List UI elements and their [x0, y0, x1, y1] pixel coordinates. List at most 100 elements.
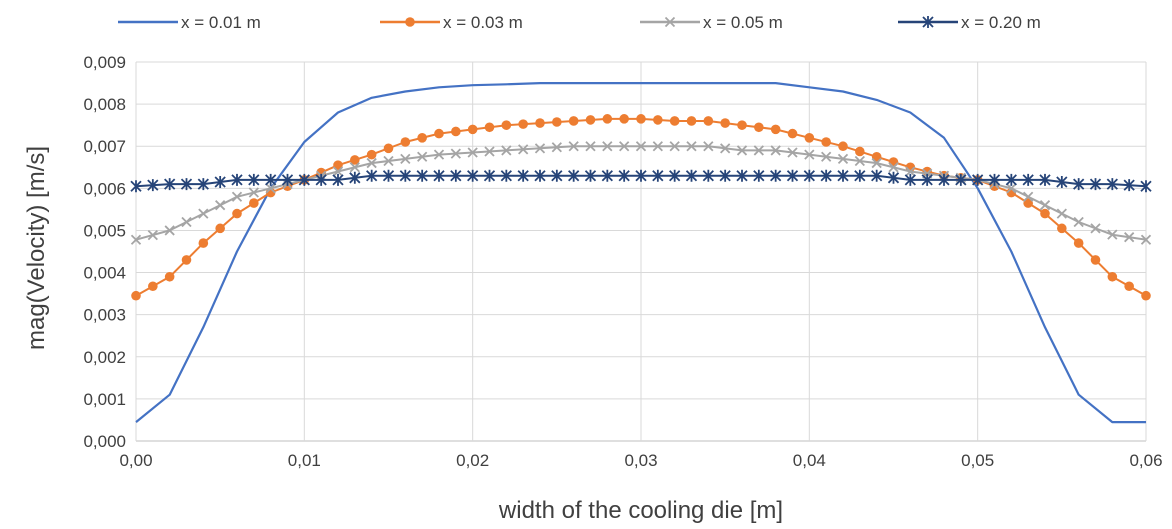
data-point	[854, 155, 865, 167]
data-point	[534, 143, 546, 154]
data-point	[568, 169, 580, 182]
data-point	[215, 223, 225, 234]
data-point	[349, 171, 361, 184]
y-tick-label: 0,009	[83, 53, 126, 72]
data-point	[804, 149, 815, 160]
data-point	[887, 171, 900, 184]
data-point	[232, 208, 242, 219]
legend: x = 0.01 m x = 0.03 m x = 0.05 m x = 0.20 m	[118, 13, 1041, 32]
data-point	[484, 146, 495, 157]
data-point	[231, 191, 243, 202]
data-point	[838, 141, 848, 152]
data-point	[400, 137, 411, 147]
data-point	[703, 141, 714, 152]
data-point	[349, 162, 360, 173]
data-point	[904, 173, 916, 186]
data-point	[517, 169, 529, 182]
legend-label: x = 0.20 m	[961, 13, 1041, 32]
data-point	[652, 141, 663, 152]
data-point	[551, 169, 563, 182]
data-point	[248, 173, 260, 186]
data-point	[1056, 176, 1068, 189]
series-4	[130, 169, 1152, 193]
y-tick-label: 0,006	[83, 179, 126, 198]
data-point	[618, 169, 630, 182]
y-tick-label: 0,003	[83, 306, 126, 325]
data-point	[820, 169, 832, 182]
data-point	[821, 137, 831, 147]
data-point	[753, 145, 764, 156]
data-point	[837, 169, 849, 182]
data-point	[130, 180, 142, 193]
legend-marker	[922, 16, 934, 28]
y-tick-label: 0,001	[83, 390, 126, 409]
data-point	[483, 169, 496, 182]
data-point	[669, 169, 681, 182]
data-point	[568, 116, 579, 126]
data-point	[736, 145, 748, 156]
data-point	[198, 238, 209, 248]
data-point	[1124, 232, 1135, 243]
data-point	[685, 169, 698, 182]
x-tick-label: 0,04	[793, 451, 826, 470]
data-point	[315, 173, 327, 186]
legend-item: x = 0.01 m	[118, 13, 261, 32]
series-layer	[130, 81, 1152, 424]
data-point	[1124, 281, 1134, 292]
data-point	[332, 173, 344, 186]
data-point	[1005, 173, 1017, 186]
data-point	[1073, 216, 1084, 228]
data-point	[871, 169, 883, 182]
data-point	[383, 155, 394, 167]
data-point	[248, 187, 259, 198]
data-point	[501, 120, 512, 130]
data-point	[198, 208, 209, 219]
data-point	[669, 116, 680, 126]
data-point	[1141, 290, 1151, 301]
data-point	[281, 173, 294, 186]
data-point	[568, 141, 579, 152]
data-point	[350, 155, 360, 165]
data-point	[197, 178, 209, 191]
data-point	[147, 179, 159, 192]
data-point	[854, 169, 866, 182]
data-point	[451, 126, 461, 137]
data-point	[433, 169, 445, 182]
data-point	[215, 200, 226, 211]
data-point	[131, 290, 141, 301]
y-axis-ticks: 0,000 0,001 0,002 0,003 0,004 0,005 0,006 0,007…	[83, 53, 126, 451]
data-point	[601, 169, 613, 182]
data-point	[871, 151, 882, 162]
data-point	[500, 169, 512, 182]
data-point	[148, 281, 158, 292]
data-point	[720, 118, 730, 128]
data-point	[1039, 200, 1051, 211]
data-point	[1140, 234, 1152, 245]
data-point	[164, 271, 175, 282]
data-point	[416, 169, 428, 182]
data-point	[467, 169, 479, 182]
data-point	[1090, 255, 1101, 265]
y-tick-label: 0,000	[83, 432, 126, 451]
y-tick-label: 0,007	[83, 137, 126, 156]
legend-item: x = 0.03 m	[380, 13, 523, 32]
data-point	[434, 128, 444, 139]
data-point	[888, 157, 899, 167]
data-point	[164, 178, 176, 191]
data-point	[653, 115, 663, 125]
data-point	[1090, 223, 1101, 234]
data-point	[669, 141, 680, 152]
data-point	[770, 169, 782, 182]
x-axis-title: width of the cooling die [m]	[498, 497, 783, 524]
data-point	[181, 255, 192, 265]
data-point	[366, 157, 377, 169]
data-point	[399, 169, 411, 182]
data-point	[921, 173, 933, 186]
data-point	[737, 120, 747, 130]
data-point	[518, 144, 529, 155]
data-point	[754, 122, 764, 133]
data-point	[719, 169, 731, 182]
data-point	[1023, 191, 1034, 202]
data-point	[417, 151, 428, 162]
